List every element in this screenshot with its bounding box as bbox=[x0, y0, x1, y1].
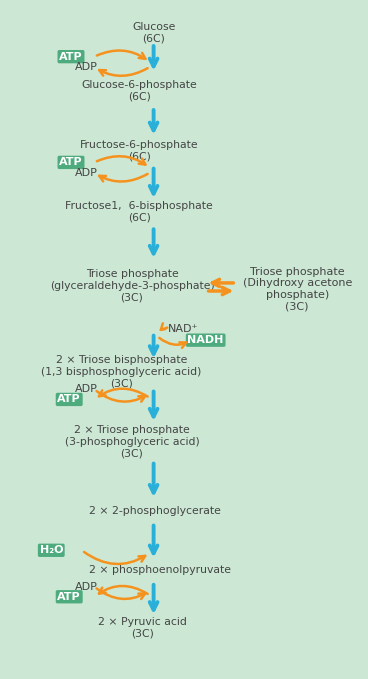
Text: Fructose-6-phosphate
(6C): Fructose-6-phosphate (6C) bbox=[80, 140, 199, 162]
Text: Triose phosphate
(glyceraldehyde-3-phosphate)
(3C): Triose phosphate (glyceraldehyde-3-phosp… bbox=[50, 269, 215, 302]
Text: NAD⁺: NAD⁺ bbox=[168, 325, 198, 334]
Text: ADP: ADP bbox=[75, 62, 98, 72]
Text: Fructose1,  6-bisphosphate
(6C): Fructose1, 6-bisphosphate (6C) bbox=[66, 201, 213, 222]
Text: NADH: NADH bbox=[187, 335, 224, 345]
Text: ADP: ADP bbox=[75, 168, 98, 178]
Text: 2 × Triose bisphosphate
(1,3 bisphosphoglyceric acid)
(3C): 2 × Triose bisphosphate (1,3 bisphosphog… bbox=[41, 355, 201, 388]
Text: ATP: ATP bbox=[57, 592, 81, 602]
Text: 2 × phosphoenolpyruvate: 2 × phosphoenolpyruvate bbox=[89, 566, 231, 576]
Text: ATP: ATP bbox=[59, 52, 83, 62]
Text: ATP: ATP bbox=[57, 394, 81, 405]
Text: Triose phosphate
(Dihydroxy acetone
phosphate)
(3C): Triose phosphate (Dihydroxy acetone phos… bbox=[243, 267, 352, 312]
Text: H₂O: H₂O bbox=[39, 545, 63, 555]
Text: Glucose-6-phosphate
(6C): Glucose-6-phosphate (6C) bbox=[81, 79, 197, 101]
Text: 2 × Triose phosphate
(3-phosphoglyceric acid)
(3C): 2 × Triose phosphate (3-phosphoglyceric … bbox=[65, 425, 199, 458]
Text: ATP: ATP bbox=[59, 158, 83, 168]
Text: 2 × Pyruvic acid
(3C): 2 × Pyruvic acid (3C) bbox=[98, 617, 187, 638]
Text: Glucose
(6C): Glucose (6C) bbox=[132, 22, 175, 44]
Text: ADP: ADP bbox=[75, 582, 98, 591]
Text: 2 × 2-phosphoglycerate: 2 × 2-phosphoglycerate bbox=[89, 507, 221, 516]
Text: ADP: ADP bbox=[75, 384, 98, 394]
